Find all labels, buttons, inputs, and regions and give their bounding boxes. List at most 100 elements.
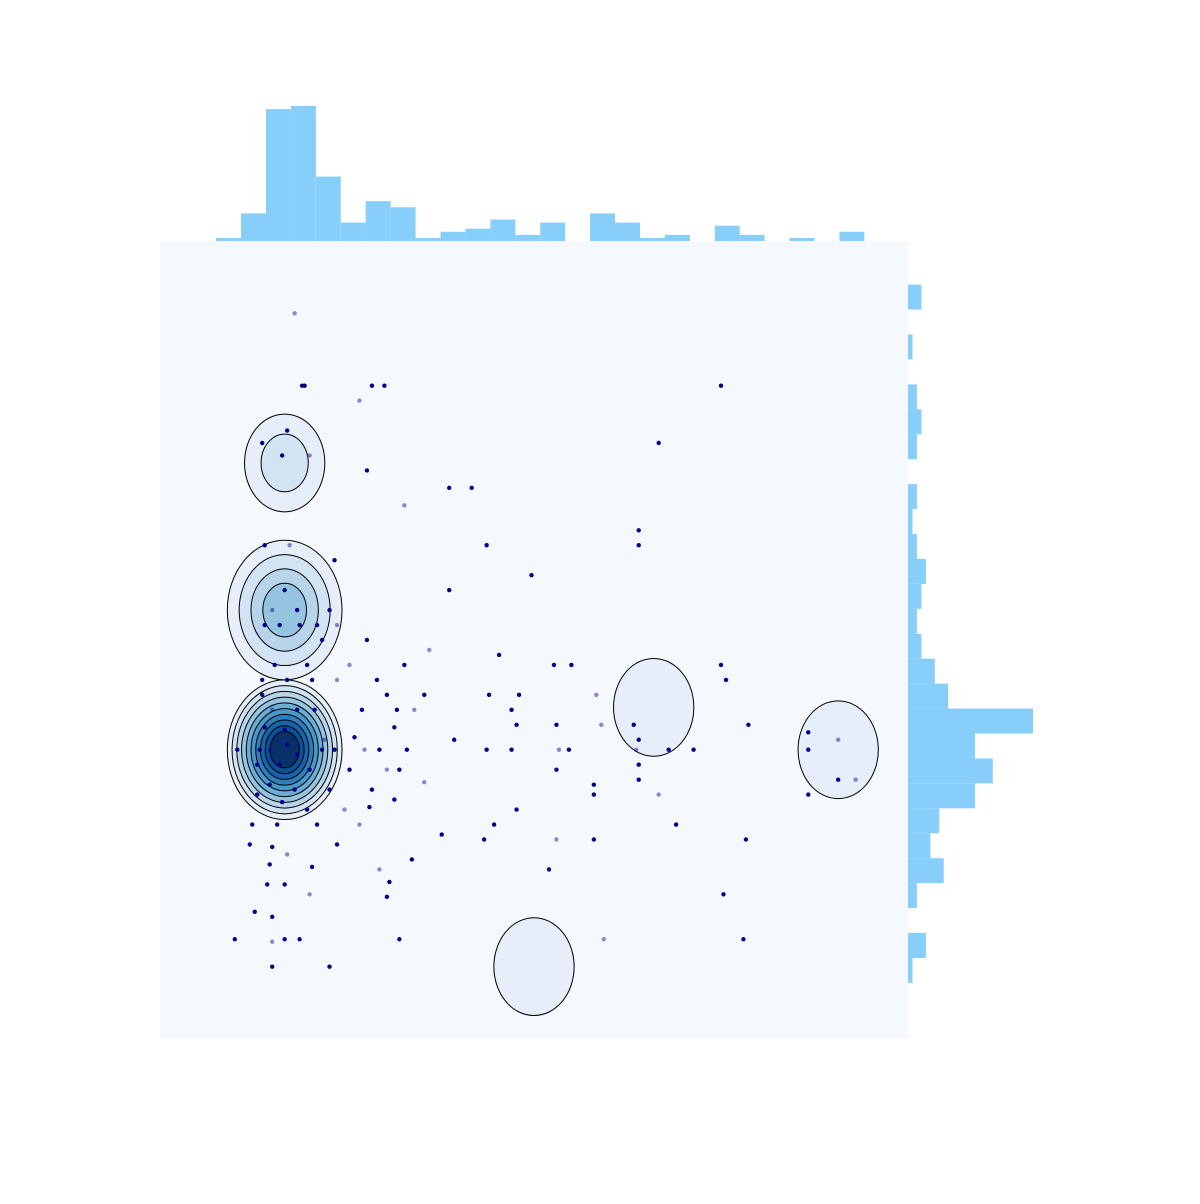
scatter-point bbox=[409, 857, 415, 862]
scatter-point bbox=[304, 807, 310, 812]
scatter-point bbox=[591, 837, 597, 842]
scatter-point bbox=[250, 822, 255, 827]
scatter-point bbox=[374, 677, 380, 683]
scatter-point bbox=[516, 692, 522, 698]
marginal-x-bar bbox=[714, 225, 740, 241]
kde-contour bbox=[262, 582, 307, 638]
marginal-y-bar bbox=[908, 334, 913, 360]
scatter-point bbox=[394, 707, 400, 713]
marginal-x-histogram bbox=[216, 106, 865, 242]
marginal-y-bar bbox=[908, 883, 917, 909]
scatter-point bbox=[806, 792, 811, 797]
marginal-x-bar bbox=[615, 222, 640, 241]
scatter-point bbox=[235, 747, 240, 752]
scatter-point bbox=[402, 662, 407, 668]
marginal-x-bar bbox=[515, 234, 541, 241]
scatter-point bbox=[347, 662, 352, 668]
scatter-point bbox=[514, 807, 519, 812]
scatter-point bbox=[334, 677, 340, 683]
marginal-y-histogram bbox=[908, 284, 1033, 983]
scatter-point bbox=[397, 767, 402, 772]
scatter-point bbox=[270, 844, 275, 850]
scatter-point bbox=[299, 383, 305, 388]
scatter-point bbox=[554, 837, 559, 842]
marginal-x-bar bbox=[290, 106, 316, 241]
scatter-point bbox=[397, 937, 402, 942]
kde-contour bbox=[493, 917, 575, 1017]
scatter-point bbox=[307, 892, 312, 897]
scatter-point bbox=[369, 787, 375, 792]
scatter-point bbox=[718, 383, 724, 388]
scatter-point bbox=[835, 737, 841, 742]
scatter-point bbox=[427, 647, 432, 653]
scatter-point bbox=[262, 725, 267, 730]
scatter-point bbox=[666, 747, 671, 752]
scatter-point bbox=[439, 832, 444, 837]
scatter-point bbox=[267, 747, 272, 752]
scatter-point bbox=[284, 677, 290, 683]
scatter-point bbox=[404, 747, 410, 752]
scatter-point bbox=[247, 842, 252, 847]
scatter-point bbox=[392, 797, 397, 802]
scatter-point bbox=[309, 677, 315, 683]
marginal-x-bar bbox=[664, 234, 690, 241]
scatter-point bbox=[634, 747, 639, 752]
scatter-point bbox=[294, 607, 300, 613]
scatter-point bbox=[297, 622, 302, 628]
scatter-point bbox=[332, 558, 337, 563]
scatter-point bbox=[362, 747, 367, 752]
scatter-point bbox=[270, 964, 275, 969]
marginal-y-bar bbox=[908, 733, 975, 759]
scatter-point bbox=[636, 777, 641, 782]
scatter-point bbox=[357, 822, 362, 827]
scatter-point bbox=[260, 440, 265, 446]
scatter-point bbox=[359, 707, 365, 713]
scatter-point bbox=[279, 453, 285, 458]
scatter-point bbox=[691, 747, 696, 752]
marginal-x-bar bbox=[440, 231, 466, 241]
scatter-point bbox=[718, 662, 724, 668]
marginal-x-bar bbox=[590, 213, 616, 241]
scatter-point bbox=[270, 707, 275, 713]
scatter-point bbox=[272, 662, 277, 668]
scatter-point bbox=[364, 468, 370, 473]
scatter-point bbox=[277, 622, 282, 628]
scatter-point bbox=[447, 485, 452, 491]
scatter-point bbox=[282, 937, 287, 942]
scatter-point bbox=[392, 725, 397, 730]
scatter-point bbox=[491, 822, 497, 827]
scatter-point bbox=[364, 637, 370, 643]
scatter-point bbox=[746, 722, 751, 727]
scatter-point bbox=[260, 677, 265, 683]
marginal-y-bar bbox=[908, 808, 940, 834]
scatter-point bbox=[282, 882, 287, 887]
scatter-point bbox=[352, 735, 357, 740]
scatter-point bbox=[496, 652, 502, 658]
scatter-point bbox=[334, 842, 340, 847]
scatter-point bbox=[255, 792, 260, 797]
scatter-point bbox=[741, 937, 746, 942]
scatter-point bbox=[332, 747, 337, 752]
marginal-x-bar bbox=[465, 228, 491, 241]
scatter-point bbox=[566, 747, 572, 752]
scatter-point bbox=[636, 762, 641, 767]
scatter-point bbox=[257, 747, 262, 752]
scatter-point bbox=[294, 707, 300, 713]
marginal-x-bar bbox=[390, 207, 416, 241]
marginal-x-bar bbox=[839, 231, 865, 241]
scatter-point bbox=[384, 692, 390, 698]
marginal-x-bar bbox=[315, 176, 341, 241]
scatter-point bbox=[422, 692, 427, 698]
scatter-point bbox=[274, 822, 280, 827]
scatter-point bbox=[267, 862, 272, 867]
scatter-point bbox=[743, 837, 749, 842]
scatter-point bbox=[384, 894, 390, 900]
scatter-point bbox=[377, 747, 382, 752]
marginal-x-bar bbox=[490, 219, 516, 241]
scatter-point bbox=[252, 909, 257, 915]
scatter-point bbox=[529, 572, 534, 578]
marginal-x-bar bbox=[415, 237, 441, 241]
scatter-point bbox=[292, 311, 297, 316]
